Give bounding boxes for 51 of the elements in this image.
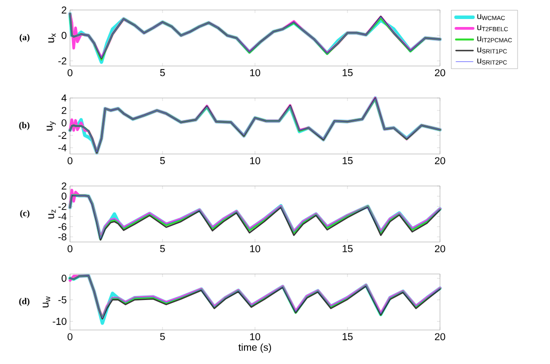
x-tick-label: 0 — [68, 245, 72, 252]
y-axis-title: u$_{w}$ — [42, 296, 50, 308]
text: (c) — [20, 210, 30, 218]
legend-label: u$_{T2FBELC}$ — [477, 25, 508, 32]
y-tick-label: -8 — [58, 233, 66, 240]
text: (d) — [19, 298, 30, 306]
y-tick-label: -2 — [58, 57, 66, 64]
y-tick-label: -4 — [58, 213, 67, 220]
y-tick-label: 2 — [62, 182, 66, 190]
y-tick-label: -4 — [58, 144, 67, 152]
x-tick-label: 5 — [160, 157, 165, 164]
y-tick-label: -5 — [58, 296, 66, 304]
y-axis-title: u$_{z}$ — [48, 210, 56, 218]
y-tick-label: 4 — [61, 94, 67, 102]
legend-label: u$_{IT2PCMAC}$ — [477, 36, 512, 42]
x-tick-label: 15 — [342, 333, 353, 340]
legend-label: u$_{SRIT2PC}$ — [477, 58, 507, 65]
x-tick-label: 5 — [160, 69, 165, 76]
x-tick-label: 10 — [250, 333, 260, 340]
x-tick-label: 15 — [342, 69, 353, 76]
y-tick-label: 2 — [62, 6, 66, 14]
y-tick-label: 0 — [62, 274, 66, 282]
x-tick-label: 5 — [160, 245, 165, 252]
x-axis-title: time (s) — [238, 343, 272, 353]
x-tick-label: 20 — [434, 157, 446, 164]
x-tick-label: 15 — [342, 157, 353, 164]
legend-label: u$_{SRIT1PC}$ — [477, 48, 507, 54]
y-tick-label: -2 — [58, 202, 66, 210]
x-tick-label: 10 — [250, 157, 260, 164]
x-tick-label: 10 — [250, 245, 260, 252]
x-tick-label: 20 — [434, 69, 446, 76]
x-tick-label: 20 — [434, 333, 446, 340]
x-tick-label: 0 — [68, 157, 72, 164]
x-tick-label: 20 — [434, 245, 446, 252]
legend-label: u$_{WCMAC}$ — [477, 14, 505, 20]
y-tick-label: 0 — [62, 32, 66, 39]
x-tick-label: 0 — [68, 333, 72, 340]
y-tick-label: 0 — [62, 192, 66, 200]
x-tick-label: 10 — [250, 69, 260, 76]
text: (a) — [20, 34, 30, 42]
y-axis-title: u$_{y}$ — [46, 121, 56, 131]
y-tick-label: 0 — [62, 119, 66, 126]
x-tick-label: 5 — [160, 333, 165, 340]
text: (b) — [19, 122, 30, 130]
y-tick-label: -2 — [58, 132, 66, 139]
y-axis-title: u$_{x}$ — [48, 33, 56, 43]
x-tick-label: 0 — [68, 69, 72, 76]
x-tick-label: 15 — [342, 245, 353, 252]
y-tick-label: -10 — [52, 318, 66, 325]
y-tick-label: 2 — [62, 106, 66, 114]
y-tick-label: -6 — [58, 223, 66, 230]
